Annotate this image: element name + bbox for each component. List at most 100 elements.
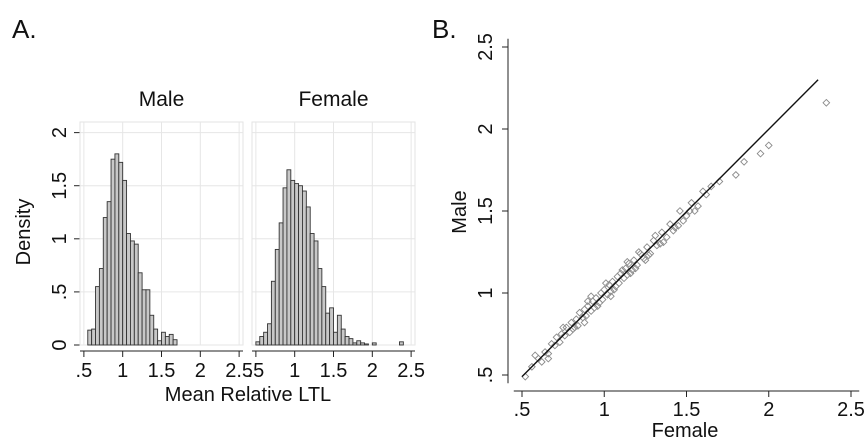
- scatter-point: [624, 259, 633, 268]
- x-axis-label: Mean Relative LTL: [165, 384, 331, 406]
- histogram-bar: [371, 342, 377, 346]
- histogram-female: [251, 121, 416, 346]
- histogram-bar: [98, 268, 104, 346]
- scatter-point: [618, 266, 627, 274]
- histogram-bar: [87, 329, 93, 346]
- histogram-bar: [106, 201, 112, 346]
- scatter-point: [595, 298, 604, 307]
- x-tick-label: 1: [117, 360, 128, 382]
- histogram-bar: [110, 158, 116, 346]
- x-tick-label: 1.5: [673, 399, 701, 421]
- histogram-bar: [126, 233, 131, 346]
- scatter-point: [550, 341, 559, 350]
- scatter-point: [674, 221, 683, 230]
- scatter-point: [659, 238, 668, 247]
- scatter-point: [639, 254, 648, 263]
- scatter-point: [756, 149, 765, 158]
- scatter-point: [675, 207, 684, 215]
- histogram-bar: [118, 161, 124, 346]
- x-tick-label: 2: [195, 360, 206, 382]
- x-tick-label: 2.5: [397, 360, 425, 382]
- scatter-point: [583, 297, 592, 306]
- scatter-point: [651, 231, 660, 240]
- x-tick-label: 2.5: [225, 360, 253, 382]
- x-axis-label: Female: [652, 420, 719, 439]
- scatter-point: [634, 248, 643, 256]
- fit-line: [521, 79, 819, 378]
- scatter-point: [569, 325, 577, 334]
- scatter-point: [575, 308, 584, 317]
- histogram-bar: [145, 289, 151, 346]
- histogram-bar: [114, 153, 120, 346]
- scatter-point: [534, 354, 543, 363]
- x-tick-label: .5: [76, 360, 93, 382]
- y-tick-label: 1: [49, 233, 71, 244]
- scatter-point: [615, 279, 623, 288]
- x-tick-label: 1.5: [320, 360, 348, 382]
- histogram-bar: [274, 248, 280, 346]
- scatter-point: [649, 236, 658, 245]
- histogram-bar: [336, 314, 342, 346]
- scatter-point: [636, 249, 645, 258]
- scatter-point: [580, 305, 589, 314]
- y-tick-label: .5: [475, 367, 497, 384]
- scatter-point: [623, 271, 632, 279]
- scatter-point: [822, 98, 831, 107]
- x-tick-label: 2.5: [837, 399, 865, 421]
- scatter-point: [527, 362, 536, 371]
- x-tick-label: .5: [248, 360, 265, 382]
- scatter-point: [573, 321, 582, 330]
- scatter-point: [652, 241, 661, 250]
- scatter-point: [657, 228, 666, 237]
- scatter-point: [613, 272, 622, 281]
- scatter-point: [740, 157, 749, 166]
- histogram-bar: [325, 312, 331, 346]
- scatter-point: [608, 277, 617, 286]
- scatter-point: [606, 287, 615, 296]
- scatter-point: [570, 323, 579, 332]
- histogram-bar: [102, 217, 108, 346]
- histogram-bar: [348, 338, 354, 346]
- scatter-point: [592, 293, 600, 302]
- histogram-bar: [153, 328, 159, 346]
- scatter-point: [559, 323, 568, 332]
- histogram-bar: [329, 307, 334, 346]
- scatter-point: [598, 295, 607, 304]
- scatter-point: [690, 207, 699, 215]
- histogram-bar: [137, 272, 143, 346]
- histogram-bar: [302, 190, 307, 346]
- histogram-bar: [305, 206, 311, 346]
- histogram-bar: [263, 331, 268, 346]
- x-tick-label: 2: [367, 360, 378, 382]
- y-tick-label: .5: [49, 284, 71, 301]
- scatter-point: [562, 323, 571, 332]
- scatter-point: [597, 289, 605, 297]
- scatter-point: [731, 170, 740, 179]
- histogram-bar: [333, 331, 338, 346]
- y-tick-label: 2: [49, 127, 71, 138]
- scatter-point: [578, 313, 587, 322]
- panel-title-female: Female: [298, 88, 368, 111]
- scatter-point: [600, 285, 609, 294]
- histogram-bar: [168, 333, 174, 346]
- y-axis-label: Male: [449, 190, 471, 233]
- scatter-point: [623, 257, 632, 266]
- x-tick-label: .5: [514, 399, 531, 421]
- histogram-bar: [321, 286, 327, 346]
- histogram-bar: [130, 240, 135, 346]
- scatter-point: [764, 141, 773, 150]
- histogram-bar: [255, 341, 261, 346]
- y-tick-label: 1.5: [475, 197, 497, 225]
- scatter-point: [560, 331, 569, 340]
- histogram-bar: [172, 339, 178, 346]
- scatter-point: [666, 220, 674, 229]
- scatter-point: [620, 274, 628, 283]
- x-tick-label: 2: [763, 399, 774, 421]
- scatter-point: [669, 226, 678, 235]
- scatter-point: [610, 285, 619, 294]
- scatter-point: [552, 333, 561, 342]
- panel-label-a: A.: [12, 14, 37, 44]
- scatter-point: [702, 190, 711, 199]
- scatter-point: [629, 256, 638, 265]
- scatter-point: [583, 302, 592, 311]
